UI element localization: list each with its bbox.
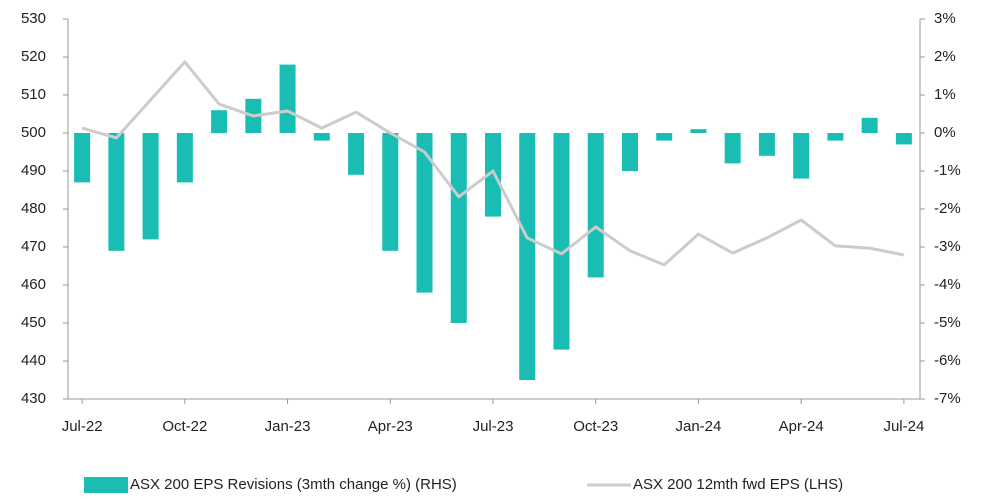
y-tick-label: 460 — [21, 276, 46, 293]
bar — [519, 133, 536, 380]
y2-tick-label: -3% — [934, 238, 961, 255]
y-tick-label: 450 — [21, 314, 46, 331]
bar — [450, 133, 467, 323]
bar — [313, 133, 330, 141]
bar — [656, 133, 673, 141]
y2-tick-label: 0% — [934, 124, 956, 141]
x-tick-label: Jan-23 — [265, 418, 311, 435]
bar — [587, 133, 604, 278]
x-tick-label: Apr-24 — [779, 418, 824, 435]
bar — [895, 133, 912, 145]
bar — [176, 133, 193, 183]
y-tick-label: 530 — [21, 10, 46, 27]
bar — [74, 133, 91, 183]
y2-tick-label: -2% — [934, 200, 961, 217]
y2-tick-label: -7% — [934, 390, 961, 407]
x-tick-label: Jul-24 — [883, 418, 924, 435]
bar — [690, 129, 707, 133]
y2-tick-label: 1% — [934, 86, 956, 103]
y2-tick-label: -1% — [934, 162, 961, 179]
bar — [279, 64, 296, 133]
bar — [553, 133, 570, 350]
bar — [211, 110, 228, 133]
x-tick-label: Jan-24 — [676, 418, 722, 435]
legend-swatch — [84, 477, 128, 493]
bar — [108, 133, 125, 251]
bar — [348, 133, 365, 175]
y-tick-label: 430 — [21, 390, 46, 407]
legend-label: ASX 200 12mth fwd EPS (LHS) — [633, 476, 843, 493]
bar — [142, 133, 159, 240]
y-tick-label: 480 — [21, 200, 46, 217]
x-tick-label: Oct-22 — [162, 418, 207, 435]
y-tick-label: 490 — [21, 162, 46, 179]
bar — [827, 133, 844, 141]
bar — [793, 133, 810, 179]
y2-tick-label: -4% — [934, 276, 961, 293]
x-tick-label: Oct-23 — [573, 418, 618, 435]
bar — [758, 133, 775, 156]
bar — [382, 133, 399, 251]
y-tick-label: 500 — [21, 124, 46, 141]
line — [81, 60, 905, 267]
bar — [724, 133, 741, 164]
y-tick-label: 510 — [21, 86, 46, 103]
bar — [621, 133, 638, 171]
x-tick-label: Apr-23 — [368, 418, 413, 435]
y-tick-label: 470 — [21, 238, 46, 255]
y2-tick-label: 2% — [934, 48, 956, 65]
y2-tick-label: 3% — [934, 10, 956, 27]
y2-tick-label: -5% — [934, 314, 961, 331]
legend-label: ASX 200 EPS Revisions (3mth change %) (R… — [130, 476, 457, 493]
y-tick-label: 440 — [21, 352, 46, 369]
x-tick-label: Jul-23 — [473, 418, 514, 435]
bar — [416, 133, 433, 293]
x-tick-label: Jul-22 — [62, 418, 103, 435]
y2-tick-label: -6% — [934, 352, 961, 369]
bar — [485, 133, 501, 217]
bar — [861, 117, 878, 133]
y-tick-label: 520 — [21, 48, 46, 65]
